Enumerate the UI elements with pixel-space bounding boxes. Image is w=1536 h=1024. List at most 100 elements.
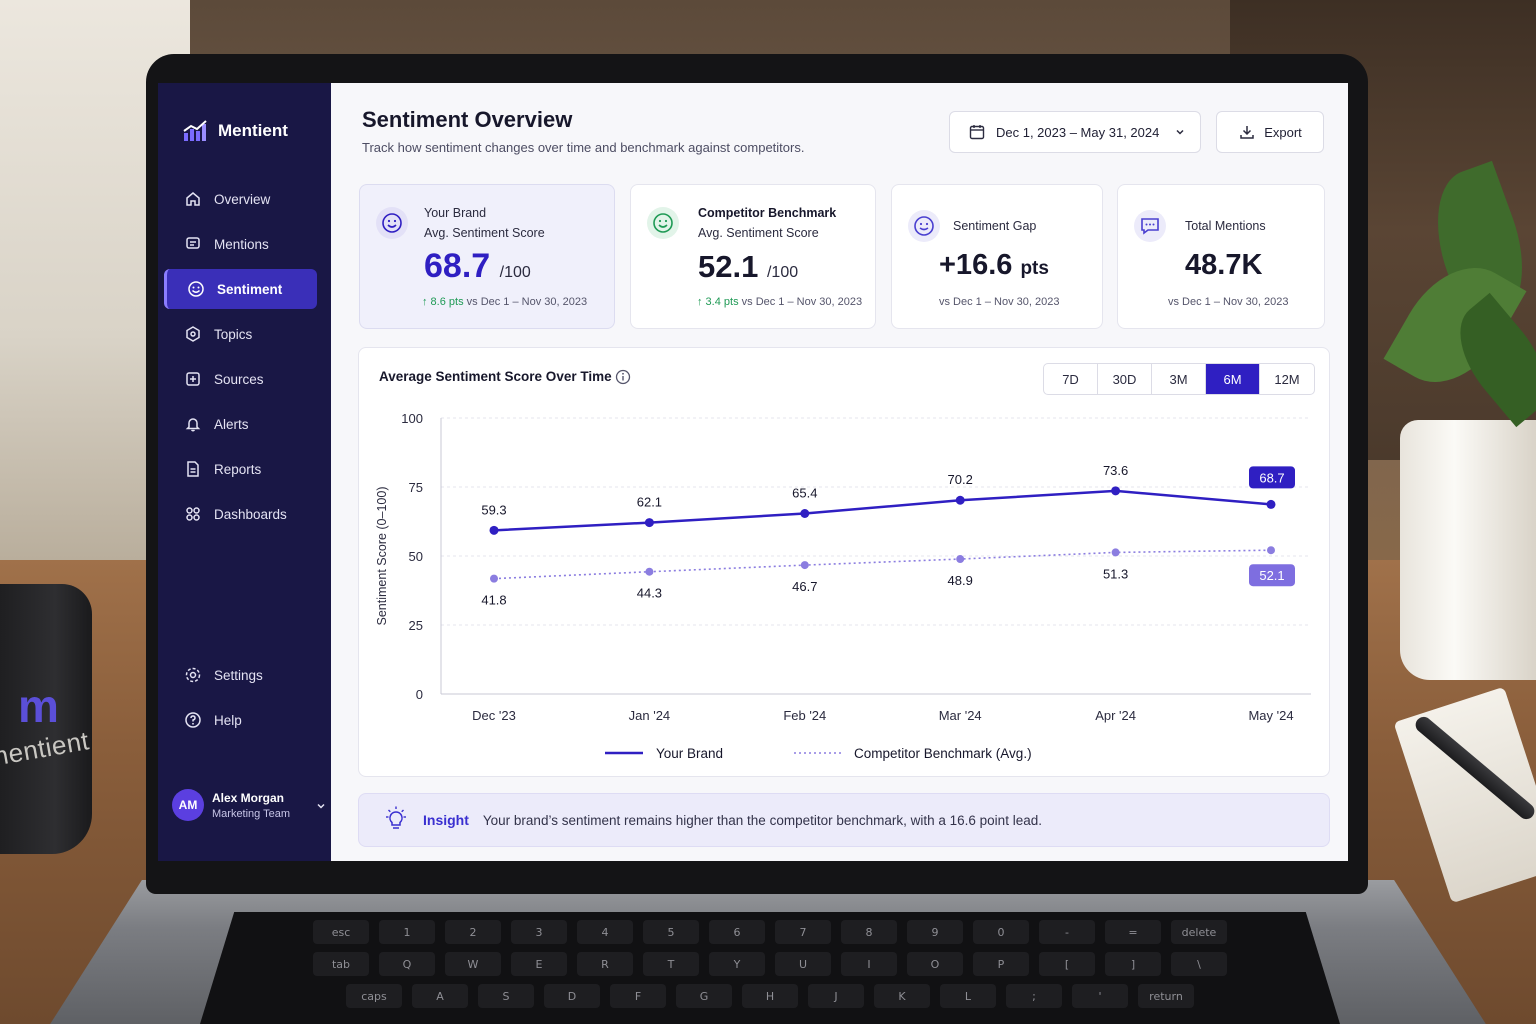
data-label: 41.8 [481, 593, 506, 608]
card-competitor-score: Competitor Benchmark Avg. Sentiment Scor… [630, 184, 876, 329]
keyboard-key: 7 [775, 920, 831, 944]
sidebar-item-topics[interactable]: Topics [164, 314, 317, 354]
sidebar-item-alerts[interactable]: Alerts [164, 404, 317, 444]
y-axis-label: Sentiment Score (0–100) [375, 487, 389, 626]
data-point [800, 561, 809, 570]
data-label: 46.7 [792, 579, 817, 594]
keyboard-row: tab Q W E R T Y U I O P [] \ [230, 952, 1310, 976]
sidebar-item-dashboards[interactable]: Dashboards [164, 494, 317, 534]
export-button[interactable]: Export [1216, 111, 1324, 153]
data-label: 65.4 [792, 485, 817, 500]
keyboard-key: 2 [445, 920, 501, 944]
y-tick-label: 50 [409, 549, 423, 564]
x-tick-label: Apr '24 [1095, 708, 1136, 723]
card-title: Total Mentions [1185, 219, 1266, 233]
card-compare: vs Dec 1 – Nov 30, 2023 [939, 296, 1060, 308]
sidebar-item-label: Help [214, 712, 242, 728]
card-value: 68.7 [424, 247, 491, 285]
card-title: Competitor Benchmark [698, 206, 837, 220]
card-subtitle: Avg. Sentiment Score [698, 226, 819, 240]
data-label: 52.1 [1259, 568, 1284, 583]
keyboard-key: O [907, 952, 963, 976]
brand-name: Mentient [218, 121, 288, 140]
smile-icon [376, 207, 408, 239]
user-menu[interactable]: AM Alex Morgan Marketing Team [172, 789, 325, 821]
range-button-12m[interactable]: 12M [1274, 371, 1300, 387]
insight-label: Insight [423, 812, 469, 828]
data-point [1266, 499, 1276, 509]
card-unit: /100 [766, 264, 799, 281]
chart-title: Average Sentiment Score Over Time [379, 369, 612, 384]
keyboard-key: T [643, 952, 699, 976]
sidebar-item-reports[interactable]: Reports [164, 449, 317, 489]
keyboard-key: ; [1006, 984, 1062, 1008]
data-label: 73.6 [1103, 463, 1128, 478]
keyboard-key: 1 [379, 920, 435, 944]
keyboard-key: tab [313, 952, 369, 976]
legend-label: Your Brand [656, 746, 723, 761]
sidebar-bottom-nav: Settings Help [158, 655, 331, 745]
sidebar-item-sentiment[interactable]: Sentiment [164, 269, 317, 309]
x-tick-label: Feb '24 [783, 708, 826, 723]
keyboard-key: 9 [907, 920, 963, 944]
legend-label: Competitor Benchmark (Avg.) [854, 746, 1032, 761]
delta-badge: ↑ 3.4 pts [697, 296, 739, 308]
logo-icon [183, 120, 207, 141]
series-line-competitor [493, 549, 1272, 580]
card-unit: pts [1020, 258, 1049, 279]
date-range-label: Dec 1, 2023 – May 31, 2024 [996, 124, 1160, 140]
data-point [956, 555, 965, 564]
smile-icon [908, 210, 940, 242]
keyboard-keys: esc 1 2 3 4 5 6 7 8 9 0- = delete tab Q W E R T Y U I O P [] \ cap… [230, 920, 1310, 1016]
sidebar-item-settings[interactable]: Settings [164, 655, 317, 695]
date-range-picker[interactable]: Dec 1, 2023 – May 31, 2024 [949, 111, 1201, 153]
range-button-6m[interactable]: 6M [1206, 364, 1260, 394]
sidebar-item-sources[interactable]: Sources [164, 359, 317, 399]
data-point [955, 495, 965, 505]
range-button-3m[interactable]: 3M [1152, 364, 1206, 394]
keyboard-key: 6 [709, 920, 765, 944]
keyboard-key: ] [1105, 952, 1161, 976]
sidebar-item-mentions[interactable]: Mentions [164, 224, 317, 264]
download-icon [1240, 126, 1254, 139]
sidebar-item-overview[interactable]: Overview [164, 179, 317, 219]
keyboard-key: 0 [973, 920, 1029, 944]
keyboard-key: S [478, 984, 534, 1008]
keyboard-key: 4 [577, 920, 633, 944]
sources-icon [186, 372, 200, 386]
data-label: 62.1 [637, 495, 662, 510]
keyboard-key: Q [379, 952, 435, 976]
keyboard-key: A [412, 984, 468, 1008]
plant-pot [1400, 420, 1536, 680]
sentiment-line-chart: 0 25 50 75 100 Sentiment Score (0–100) Dec '23… [375, 411, 1311, 761]
topics-icon [186, 326, 200, 342]
keyboard-key: 8 [841, 920, 897, 944]
data-point [489, 525, 499, 535]
keyboard-key: - [1039, 920, 1095, 944]
grid-icon [186, 507, 200, 521]
info-icon[interactable] [615, 369, 631, 385]
range-button-7d[interactable]: 7D [1044, 364, 1098, 394]
card-title: Your Brand [424, 206, 487, 220]
card-compare: vs Dec 1 – Nov 30, 2023 [463, 296, 588, 308]
sentiment-chart-card: Average Sentiment Score Over Time 7D 30D 3… [358, 347, 1330, 777]
keyboard-key: W [445, 952, 501, 976]
data-point [1267, 546, 1275, 555]
keyboard-row: esc 1 2 3 4 5 6 7 8 9 0- = delete [230, 920, 1310, 944]
sidebar-item-label: Overview [214, 191, 271, 207]
data-point [1111, 486, 1121, 496]
brand[interactable]: Mentient [182, 119, 288, 143]
app-screen: Mentient Overview Mentions Sentiment Top… [158, 83, 1348, 861]
sidebar-item-help[interactable]: Help [164, 700, 317, 740]
card-value: +16.6 [939, 249, 1013, 281]
range-button-30d[interactable]: 30D [1098, 364, 1152, 394]
x-tick-label: May '24 [1248, 708, 1293, 723]
insight-text: Your brand’s sentiment remains higher th… [482, 812, 1042, 828]
avatar: AM [172, 789, 204, 821]
x-tick-label: Dec '23 [472, 708, 516, 723]
keyboard-key: L [940, 984, 996, 1008]
x-tick-label: Mar '24 [939, 708, 982, 723]
keyboard-key: ' [1072, 984, 1128, 1008]
user-name: Alex Morgan [212, 790, 285, 805]
chevron-down-icon[interactable] [316, 801, 326, 811]
